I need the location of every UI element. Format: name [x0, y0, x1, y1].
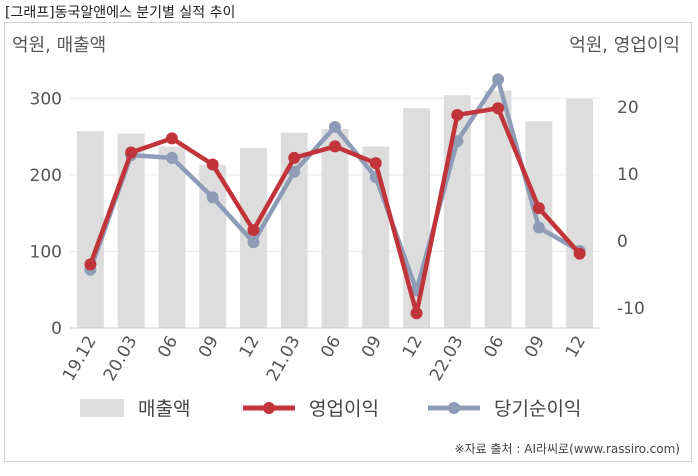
- operating-profit-point: [247, 224, 260, 237]
- net-income-point: [247, 236, 260, 249]
- x-tick-label: 09: [358, 333, 386, 362]
- net-income-point: [532, 221, 545, 234]
- operating-profit-point: [573, 247, 586, 260]
- x-tick-label: 09: [195, 333, 223, 362]
- legend: 매출액 영업이익 당기순이익: [80, 398, 581, 420]
- legend-revenue-swatch: [80, 399, 124, 417]
- legend-op-marker: [263, 402, 275, 414]
- x-tick-label: 09: [521, 333, 549, 362]
- operating-profit-point: [125, 146, 138, 159]
- x-tick-label: 12: [562, 333, 590, 362]
- revenue-bar: [76, 131, 104, 328]
- x-tick-label: 06: [480, 332, 508, 361]
- chart-title: [그래프]동국알앤에스 분기별 실적 추이: [5, 5, 236, 21]
- x-tick-label: 22.03: [426, 333, 468, 385]
- operating-profit-point: [410, 307, 423, 320]
- operating-profit-point: [288, 151, 301, 164]
- y-left-tick-label: 0: [51, 319, 62, 339]
- operating-profit-point: [206, 158, 219, 171]
- legend-op-label: 영업이익: [309, 398, 379, 420]
- net-income-point: [288, 165, 301, 178]
- profit-lines: [84, 73, 586, 320]
- net-income-point: [492, 73, 505, 86]
- x-tick-label: 06: [317, 333, 345, 362]
- legend-net-marker: [448, 402, 460, 414]
- y-right-tick-label: 20: [617, 98, 639, 118]
- legend-net-label: 당기순이익: [494, 398, 581, 420]
- y-left-tick-label: 300: [30, 89, 62, 109]
- revenue-bar: [443, 95, 471, 328]
- revenue-bar: [117, 133, 145, 328]
- x-tick-label: 06: [154, 333, 182, 362]
- x-tick-label: 12: [236, 333, 264, 362]
- x-tick-label: 20.03: [100, 333, 142, 385]
- legend-revenue-label: 매출액: [138, 398, 190, 420]
- operating-profit-point: [369, 157, 382, 170]
- y-left-tick-label: 200: [30, 166, 62, 186]
- revenue-bar: [566, 99, 594, 329]
- chart-frame: [4, 22, 692, 462]
- y-right-tick-label: -10: [617, 299, 645, 319]
- source-note: ※자료 출처 : AI라씨로(www.rassiro.com): [455, 442, 680, 456]
- operating-profit-point: [451, 108, 464, 121]
- x-tick-label: 21.03: [263, 333, 305, 385]
- y-left-axis-label: 억원, 매출액: [12, 35, 106, 56]
- operating-profit-point: [329, 140, 341, 153]
- revenue-bars: [76, 90, 594, 329]
- y-right-tick-label: 10: [617, 165, 639, 185]
- x-tick-label: 12: [399, 333, 427, 362]
- y-right-axis-label: 억원, 영업이익: [569, 35, 680, 56]
- y-right-tick-label: 0: [617, 232, 628, 252]
- revenue-bar: [321, 128, 349, 328]
- revenue-bar: [158, 146, 186, 328]
- y-left-tick-label: 100: [30, 242, 62, 262]
- net-income-point: [165, 151, 178, 164]
- operating-profit-point: [492, 102, 505, 115]
- x-tick-label: 19.12: [59, 333, 101, 385]
- operating-profit-point: [532, 202, 545, 215]
- operating-profit-point: [84, 258, 97, 271]
- net-income-point: [329, 121, 341, 133]
- operating-profit-point: [165, 132, 178, 145]
- net-income-point: [206, 191, 219, 204]
